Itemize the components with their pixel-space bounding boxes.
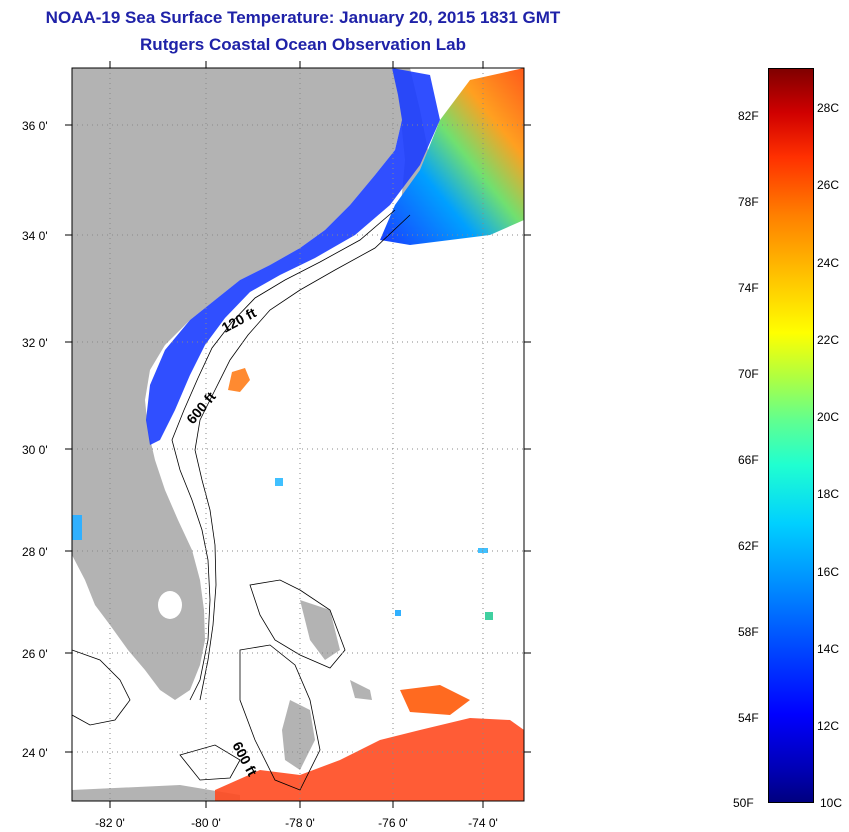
sst-warm-patch [228,368,250,392]
map-frame [71,67,525,802]
colorbar-f-label: 54F [738,711,759,725]
contour-cuba [179,744,241,781]
colorbar-c-label: 26C [817,178,840,192]
colorbar-f-label: 62F [738,539,759,553]
lake-okeechobee [158,591,182,619]
colorbar-f-label: 50F [733,796,754,810]
map-subtitle: Rutgers Coastal Ocean Observation Lab [140,35,466,54]
map-title: NOAA-19 Sea Surface Temperature: January… [45,8,561,27]
lon-label: -80 0' [191,816,221,830]
temperature-colorbar [768,68,814,803]
contour-120ft [171,209,396,701]
sst-southern-band [215,718,524,801]
sst-fleck [275,478,283,486]
land-eleuthera [350,680,372,700]
colorbar-c-label: 14C [817,642,840,656]
colorbar-c-label: 18C [817,487,840,501]
colorbar-f-label: 58F [738,625,759,639]
lat-label: 32 0' [22,336,48,350]
colorbar-c-label: 12C [817,719,840,733]
sst-fleck [72,515,82,540]
colorbar-f-label: 66F [738,453,759,467]
land-cuba [72,785,240,801]
lon-label: -74 0' [468,816,498,830]
sst-gulf-stream [380,68,524,245]
lat-label: 30 0' [22,443,48,457]
land-abaco [300,600,340,660]
lon-label: -76 0' [378,816,408,830]
sst-southern-patch [400,685,470,715]
axis-ticks [65,61,531,808]
colorbar-c-label: 16C [817,565,840,579]
land-andros [282,700,315,770]
lat-label: 36 0' [22,119,48,133]
graticule [72,68,524,801]
contour-bahamas-south [239,644,321,791]
colorbar-c-label: 20C [817,410,840,424]
colorbar-f-label: 82F [738,109,759,123]
colorbar-f-label: 74F [738,281,759,295]
lat-label: 34 0' [22,229,48,243]
lon-label: -82 0' [95,816,125,830]
sst-fleck [485,612,493,620]
colorbar-c-label: 22C [817,333,840,347]
lon-label: -78 0' [285,816,315,830]
lat-label: 26 0' [22,647,48,661]
colorbar-c-label: 24C [817,256,840,270]
colorbar-c-label: 10C [820,796,843,810]
colorbar-f-label: 78F [738,195,759,209]
land-mainland [72,68,402,700]
contour-sw-shelf [72,649,131,726]
colorbar-f-label: 70F [738,367,759,381]
sst-coastal-band [146,68,440,445]
colorbar-c-label: 28C [817,101,840,115]
lat-label: 24 0' [22,746,48,760]
sst-fleck [395,610,401,616]
contour-bahamas [249,579,346,669]
contour-600ft [194,214,411,701]
lat-label: 28 0' [22,545,48,559]
